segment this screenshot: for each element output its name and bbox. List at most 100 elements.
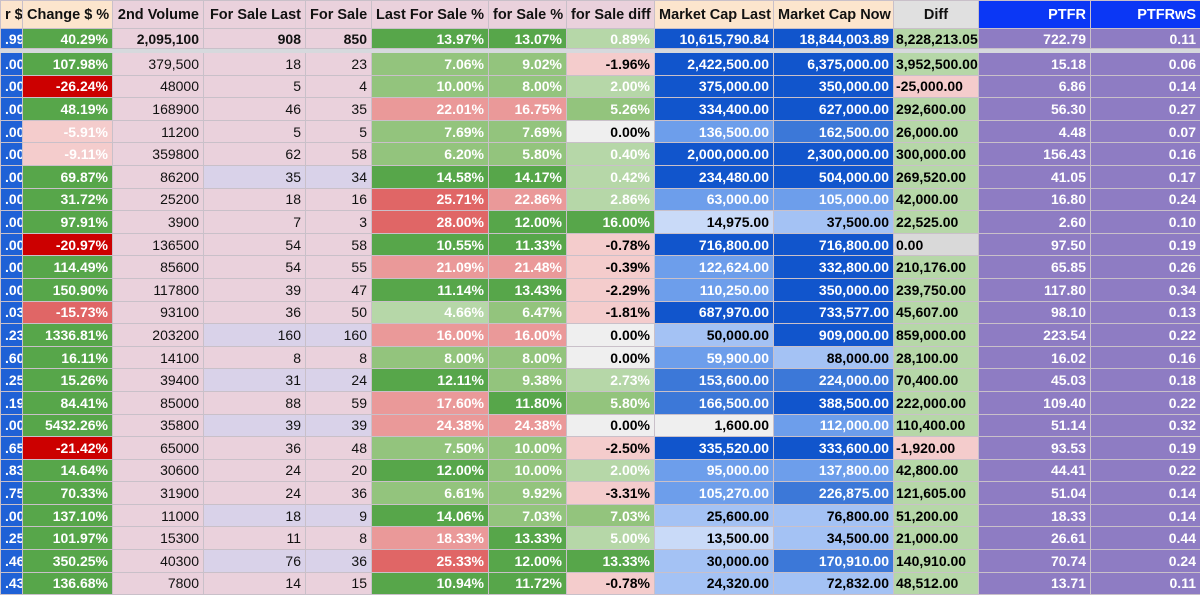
for-sale-last-cell[interactable]: 39: [203, 413, 306, 438]
market-cap-last-cell[interactable]: 687,970.00: [654, 300, 774, 325]
diff-cell[interactable]: 292,600.00: [893, 97, 979, 121]
price-cell[interactable]: .46: [0, 549, 23, 573]
market-cap-now-cell[interactable]: 733,577.00: [773, 300, 894, 325]
ptfr-cell[interactable]: 93.53: [978, 436, 1091, 460]
volume-cell[interactable]: 11000: [112, 503, 204, 528]
for-sale-pct-cell[interactable]: 21.48%: [488, 255, 567, 279]
for-sale-cell[interactable]: 3: [305, 210, 372, 234]
change-pct-cell[interactable]: 350.25%: [22, 549, 113, 573]
change-pct-cell[interactable]: -26.24%: [22, 74, 113, 99]
market-cap-last-cell[interactable]: 30,000.00: [654, 549, 774, 573]
change-pct-cell[interactable]: 14.64%: [22, 458, 113, 483]
volume-cell[interactable]: 117800: [112, 277, 204, 302]
ptfrws-cell[interactable]: 0.26: [1090, 255, 1200, 279]
for-sale-cell[interactable]: 23: [305, 52, 372, 76]
market-cap-now-cell[interactable]: 226,875.00: [773, 481, 894, 505]
for-sale-cell[interactable]: 20: [305, 458, 372, 483]
market-cap-now-cell[interactable]: 105,000.00: [773, 187, 894, 212]
ptfr-cell[interactable]: 56.30: [978, 97, 1091, 121]
last-for-sale-pct-cell[interactable]: 18.33%: [371, 526, 489, 551]
ptfrws-cell[interactable]: 0.22: [1090, 458, 1200, 483]
change-pct-cell[interactable]: 97.91%: [22, 210, 113, 234]
ptfr-cell[interactable]: 51.04: [978, 481, 1091, 505]
ptfrws-cell[interactable]: 0.17: [1090, 164, 1200, 189]
for-sale-last-cell[interactable]: 35: [203, 164, 306, 189]
header-cell-ptfrws[interactable]: PTFRwS: [1090, 0, 1200, 29]
change-pct-cell[interactable]: 70.33%: [22, 481, 113, 505]
for-sale-diff-cell[interactable]: 5.26%: [566, 97, 655, 121]
volume-cell[interactable]: 379,500: [112, 52, 204, 76]
market-cap-last-cell[interactable]: 25,600.00: [654, 503, 774, 528]
market-cap-last-cell[interactable]: 234,480.00: [654, 164, 774, 189]
for-sale-pct-cell[interactable]: 12.00%: [488, 210, 567, 234]
for-sale-cell[interactable]: 50: [305, 300, 372, 325]
ptfrws-cell[interactable]: 0.22: [1090, 390, 1200, 415]
market-cap-now-cell[interactable]: 137,800.00: [773, 458, 894, 483]
diff-cell[interactable]: 121,605.00: [893, 481, 979, 505]
ptfr-cell[interactable]: 97.50: [978, 232, 1091, 257]
for-sale-diff-cell[interactable]: -3.31%: [566, 481, 655, 505]
total-last-for-sale-pct[interactable]: 13.97%: [371, 28, 489, 49]
ptfrws-cell[interactable]: 0.06: [1090, 52, 1200, 76]
change-pct-cell[interactable]: -9.11%: [22, 142, 113, 166]
for-sale-pct-cell[interactable]: 5.80%: [488, 142, 567, 166]
ptfrws-cell[interactable]: 0.16: [1090, 345, 1200, 370]
market-cap-last-cell[interactable]: 105,270.00: [654, 481, 774, 505]
for-sale-cell[interactable]: 35: [305, 97, 372, 121]
for-sale-diff-cell[interactable]: 0.40%: [566, 142, 655, 166]
market-cap-last-cell[interactable]: 153,600.00: [654, 368, 774, 392]
volume-cell[interactable]: 3900: [112, 210, 204, 234]
volume-cell[interactable]: 14100: [112, 345, 204, 370]
ptfr-cell[interactable]: 16.80: [978, 187, 1091, 212]
market-cap-last-cell[interactable]: 334,400.00: [654, 97, 774, 121]
for-sale-cell[interactable]: 34: [305, 164, 372, 189]
diff-cell[interactable]: 26,000.00: [893, 119, 979, 144]
market-cap-now-cell[interactable]: 224,000.00: [773, 368, 894, 392]
market-cap-last-cell[interactable]: 2,422,500.00: [654, 52, 774, 76]
change-pct-cell[interactable]: 15.26%: [22, 368, 113, 392]
volume-cell[interactable]: 39400: [112, 368, 204, 392]
last-for-sale-pct-cell[interactable]: 14.06%: [371, 503, 489, 528]
for-sale-cell[interactable]: 47: [305, 277, 372, 302]
market-cap-now-cell[interactable]: 332,800.00: [773, 255, 894, 279]
total-volume[interactable]: 2,095,100: [112, 28, 204, 49]
ptfr-cell[interactable]: 109.40: [978, 390, 1091, 415]
ptfr-cell[interactable]: 15.18: [978, 52, 1091, 76]
market-cap-last-cell[interactable]: 95,000.00: [654, 458, 774, 483]
for-sale-pct-cell[interactable]: 9.38%: [488, 368, 567, 392]
change-pct-cell[interactable]: 31.72%: [22, 187, 113, 212]
price-cell[interactable]: .00: [0, 187, 23, 212]
for-sale-pct-cell[interactable]: 11.72%: [488, 571, 567, 596]
for-sale-cell[interactable]: 39: [305, 413, 372, 438]
ptfrws-cell[interactable]: 0.27: [1090, 97, 1200, 121]
for-sale-last-cell[interactable]: 8: [203, 345, 306, 370]
ptfr-cell[interactable]: 98.10: [978, 300, 1091, 325]
ptfrws-cell[interactable]: 0.34: [1090, 277, 1200, 302]
total-market-cap-last[interactable]: 10,615,790.84: [654, 28, 774, 49]
price-cell[interactable]: .00: [0, 52, 23, 76]
diff-cell[interactable]: -25,000.00: [893, 74, 979, 99]
market-cap-now-cell[interactable]: 627,000.00: [773, 97, 894, 121]
diff-cell[interactable]: 239,750.00: [893, 277, 979, 302]
for-sale-pct-cell[interactable]: 12.00%: [488, 549, 567, 573]
price-cell[interactable]: .00: [0, 255, 23, 279]
price-cell[interactable]: .00: [0, 74, 23, 99]
change-pct-cell[interactable]: 136.68%: [22, 571, 113, 596]
last-for-sale-pct-cell[interactable]: 16.00%: [371, 323, 489, 347]
volume-cell[interactable]: 48000: [112, 74, 204, 99]
market-cap-now-cell[interactable]: 350,000.00: [773, 74, 894, 99]
header-cell-for-sale-last[interactable]: For Sale Last: [203, 0, 306, 29]
for-sale-pct-cell[interactable]: 22.86%: [488, 187, 567, 212]
diff-cell[interactable]: 3,952,500.00: [893, 52, 979, 76]
price-cell[interactable]: .00: [0, 97, 23, 121]
price-cell[interactable]: .23: [0, 323, 23, 347]
total-for-sale-diff[interactable]: 0.89%: [566, 28, 655, 49]
volume-cell[interactable]: 35800: [112, 413, 204, 438]
volume-cell[interactable]: 31900: [112, 481, 204, 505]
for-sale-diff-cell[interactable]: 0.42%: [566, 164, 655, 189]
ptfrws-cell[interactable]: 0.14: [1090, 503, 1200, 528]
change-pct-cell[interactable]: 107.98%: [22, 52, 113, 76]
diff-cell[interactable]: 22,525.00: [893, 210, 979, 234]
for-sale-last-cell[interactable]: 11: [203, 526, 306, 551]
market-cap-last-cell[interactable]: 24,320.00: [654, 571, 774, 596]
